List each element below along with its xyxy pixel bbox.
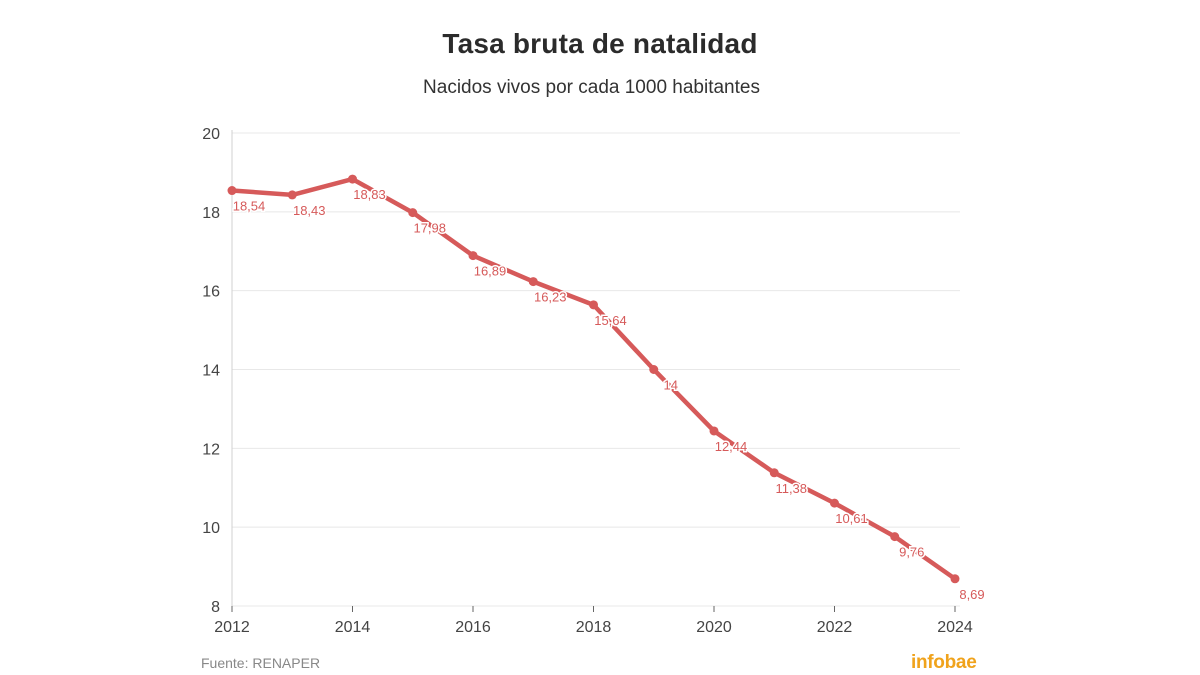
y-tick-label: 14 <box>202 363 220 380</box>
y-tick-label: 20 <box>202 126 220 143</box>
data-point <box>649 365 659 374</box>
data-point <box>468 251 478 261</box>
y-tick-label: 16 <box>202 284 220 301</box>
data-label: 9,76 <box>899 545 924 560</box>
x-tick-label: 2018 <box>576 619 612 636</box>
y-tick-label: 12 <box>202 441 220 458</box>
data-label: 8,69 <box>959 587 984 602</box>
y-axis-ticks: 8 10 12 14 16 18 20 <box>202 126 220 616</box>
x-tick-label: 2014 <box>335 619 371 636</box>
y-tick-label: 8 <box>211 599 220 616</box>
data-label: 15,64 <box>594 313 627 328</box>
grid-lines <box>231 130 960 607</box>
data-point <box>769 468 779 478</box>
data-label: 10,61 <box>835 511 868 526</box>
data-point <box>348 174 357 184</box>
data-labels: 18,54 18,43 18,83 17,98 16,89 16,23 15,64 14 12,… <box>231 186 986 604</box>
x-tick-label: 2024 <box>937 619 973 636</box>
infobae-logo: infobae <box>911 652 977 674</box>
source-note: Fuente: RENAPER <box>201 655 321 671</box>
y-tick-label: 10 <box>202 520 220 537</box>
x-tick-label: 2016 <box>455 619 491 636</box>
data-point <box>287 190 297 200</box>
data-label: 12,44 <box>715 439 748 454</box>
data-label: 14 <box>664 378 678 393</box>
chart-subtitle: Nacidos vivos por cada 1000 habitantes <box>423 77 760 98</box>
data-label: 18,54 <box>233 199 266 214</box>
data-point <box>227 186 237 196</box>
data-label: 11,38 <box>775 481 807 496</box>
y-tick-label: 18 <box>202 205 220 222</box>
data-point <box>950 574 960 584</box>
data-point <box>589 300 598 310</box>
data-point <box>709 426 719 436</box>
data-point <box>890 532 900 542</box>
data-label: 18,83 <box>353 187 386 202</box>
x-tick-label: 2012 <box>214 619 250 636</box>
data-label: 16,23 <box>534 290 567 305</box>
series-natalidad <box>227 174 960 584</box>
brand-text: infobae <box>911 652 977 673</box>
x-axis-ticks: 2012 2014 2016 2018 2020 2022 2024 <box>214 606 973 636</box>
data-point <box>830 498 839 508</box>
data-label: 18,43 <box>293 203 326 218</box>
data-point <box>528 277 538 287</box>
chart-title: Tasa bruta de natalidad <box>442 28 758 59</box>
x-tick-label: 2022 <box>817 619 853 636</box>
data-point <box>408 208 418 218</box>
data-label: 16,89 <box>474 264 507 279</box>
data-label: 17,98 <box>413 221 446 236</box>
x-tick-label: 2020 <box>696 619 732 636</box>
